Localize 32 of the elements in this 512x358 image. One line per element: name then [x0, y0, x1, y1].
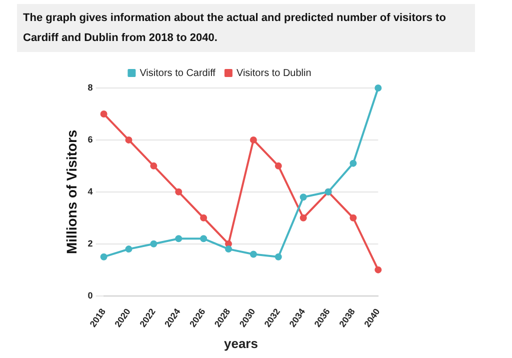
point — [250, 250, 257, 258]
y-tick-label: 0 — [88, 290, 93, 300]
y-tick-label: 8 — [88, 82, 93, 92]
point — [274, 253, 282, 260]
point — [300, 194, 307, 201]
point — [200, 235, 208, 242]
point — [175, 235, 182, 242]
point — [125, 136, 132, 144]
point — [350, 214, 357, 222]
point — [150, 240, 158, 248]
point — [374, 84, 382, 92]
point — [200, 214, 208, 222]
legend-label: Visitors to Cardiff — [140, 68, 216, 79]
point — [250, 136, 257, 144]
point — [225, 246, 232, 253]
point — [374, 266, 382, 274]
point — [350, 160, 357, 167]
x-axis-title: years — [224, 336, 258, 351]
chart-title: The graph gives information about the actual and predicted number of visitors to Cardiff and Dublin from 2018 to 2040. — [17, 4, 475, 52]
point — [225, 240, 232, 248]
point — [175, 188, 182, 196]
y-tick-label: 2 — [88, 238, 93, 248]
point — [100, 253, 108, 260]
point — [100, 110, 108, 118]
point — [150, 162, 158, 170]
y-tick-label: 4 — [88, 186, 93, 196]
y-axis-title: Millions of Visitors — [63, 130, 80, 254]
point — [300, 214, 307, 222]
point — [125, 246, 132, 253]
legend-label: Visitors to Dublin — [236, 68, 312, 79]
y-tick-label: 6 — [88, 134, 93, 144]
point — [274, 162, 282, 170]
